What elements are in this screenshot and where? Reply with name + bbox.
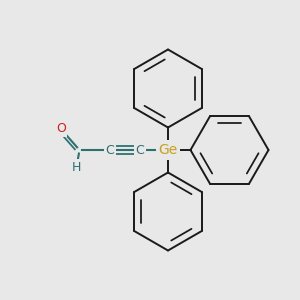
Text: C: C [135, 143, 144, 157]
Text: Ge: Ge [158, 143, 178, 157]
Text: H: H [72, 161, 81, 174]
Text: C: C [105, 143, 114, 157]
Text: O: O [56, 122, 66, 136]
